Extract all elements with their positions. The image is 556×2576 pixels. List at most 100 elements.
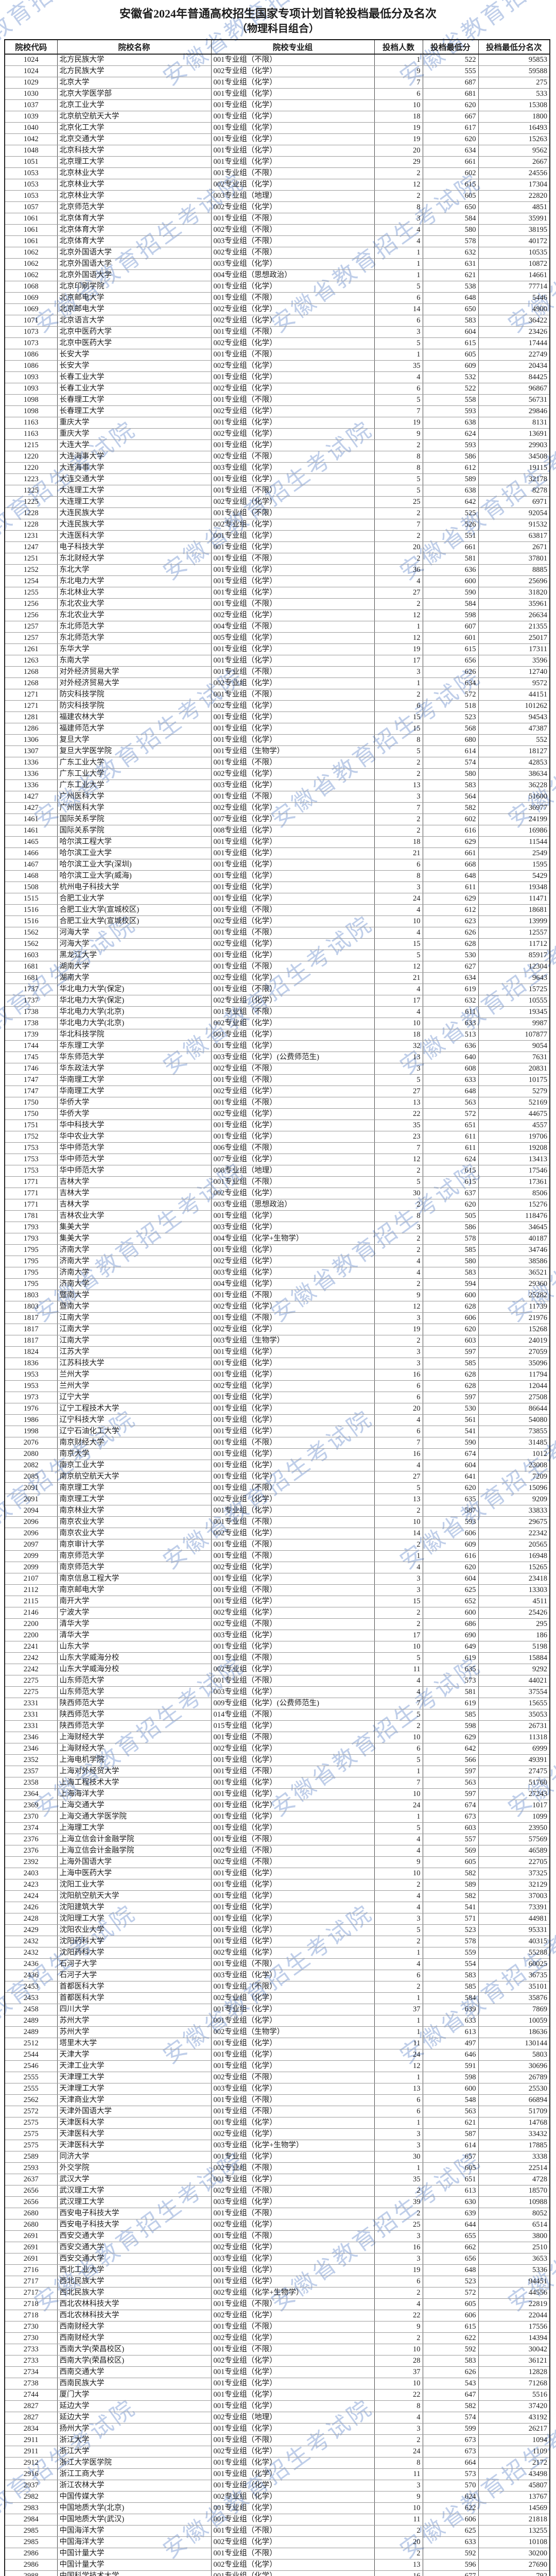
table-row: 1062 北京外国语大学 004专业组（思想政治） 1 621 14661 xyxy=(4,269,550,281)
cell-major-group: 002专业组（化学） xyxy=(211,2491,375,2503)
cell-college-name: 上海财经大学 xyxy=(57,1743,212,1755)
cell-college-code: 1998 xyxy=(4,1426,58,1437)
table-row: 1738 华北电力大学(北京) 001专业组（不限） 4 611 19345 xyxy=(4,1006,550,1018)
cell-min-score-rank: 17444 xyxy=(478,337,550,349)
table-row: 2369 上海交通大学 001专业组（化学） 24 674 1017 xyxy=(4,1800,550,1811)
cell-college-name: 南京理工大学 xyxy=(57,1482,212,1494)
cell-min-score: 680 xyxy=(422,734,479,746)
cell-min-score: 648 xyxy=(422,870,479,882)
cell-admitted-count: 5 xyxy=(374,1652,423,1664)
table-row: 2432 沈阳药科大学 002专业组（化学） 1 559 55288 xyxy=(4,1947,550,1959)
cell-min-score-rank: 36422 xyxy=(478,315,550,327)
cell-min-score: 638 xyxy=(422,417,479,429)
cell-min-score-rank: 9292 xyxy=(478,1664,550,1675)
cell-min-score-rank: 5336 xyxy=(478,2264,550,2276)
cell-college-code: 1051 xyxy=(4,156,58,168)
cell-college-name: 华侨大学 xyxy=(57,1097,212,1109)
cell-min-score: 572 xyxy=(422,2287,479,2299)
cell-college-code: 2575 xyxy=(4,2140,58,2151)
cell-college-code: 2458 xyxy=(4,2004,58,2015)
cell-college-code: 1251 xyxy=(4,553,58,565)
cell-min-score-rank: 30696 xyxy=(478,2060,550,2072)
cell-major-group: 002专业组（化学） xyxy=(211,1256,375,1267)
cell-min-score-rank: 22819 xyxy=(478,2298,550,2310)
cell-college-name: 华南理工大学 xyxy=(57,1086,212,1097)
table-row: 1281 福建农林大学 001专业组（化学） 15 523 94543 xyxy=(4,711,550,723)
cell-major-group: 001专业组（化学） xyxy=(211,1392,375,1403)
table-row: 1228 大连民族大学 002专业组（化学） 7 526 91532 xyxy=(4,519,550,531)
cell-min-score: 628 xyxy=(422,1380,479,1392)
cell-min-score: 603 xyxy=(422,1335,479,1347)
cell-min-score: 582 xyxy=(422,1890,479,1902)
cell-min-score: 611 xyxy=(422,1131,479,1143)
cell-college-name: 长安大学 xyxy=(57,349,212,361)
cell-min-score: 609 xyxy=(422,1539,479,1551)
table-row: 1752 华中农业大学 001专业组（化学） 23 611 19706 xyxy=(4,1131,550,1143)
cell-college-code: 2200 xyxy=(4,1630,58,1641)
cell-college-code: 1271 xyxy=(4,689,58,701)
cell-admitted-count: 4 xyxy=(374,1256,423,1267)
cell-admitted-count: 4 xyxy=(374,1675,423,1687)
cell-min-score-rank: 18681 xyxy=(478,904,550,916)
cell-admitted-count: 4 xyxy=(374,2412,423,2424)
cell-min-score-rank: 24556 xyxy=(478,167,550,179)
cell-college-code: 2986 xyxy=(4,2548,58,2560)
cell-major-group: 002专业组（化学） xyxy=(211,995,375,1007)
cell-college-code: 2346 xyxy=(4,1743,58,1755)
table-row: 1795 济南大学 001专业组（化学） 2 585 34746 xyxy=(4,1244,550,1256)
cell-min-score-rank: 15884 xyxy=(478,1652,550,1664)
cell-college-code: 2593 xyxy=(4,2162,58,2174)
cell-admitted-count: 7 xyxy=(374,1437,423,1449)
table-row: 1508 杭州电子科技大学 001专业组（化学） 3 611 19348 xyxy=(4,882,550,893)
cell-college-code: 2572 xyxy=(4,2106,58,2117)
table-row: 1029 北京大学 001专业组（化学） 7 687 275 xyxy=(4,77,550,89)
cell-admitted-count: 4 xyxy=(374,1845,423,1857)
cell-college-name: 浙江大学 xyxy=(57,2434,212,2446)
cell-college-code: 2352 xyxy=(4,1754,58,1766)
cell-college-code: 1053 xyxy=(4,190,58,202)
cell-major-group: 001专业组（不限） xyxy=(211,1097,375,1109)
cell-college-name: 对外经济贸易大学 xyxy=(57,677,212,689)
table-row: 1086 长安大学 002专业组（化学） 35 609 20434 xyxy=(4,360,550,372)
cell-college-code: 2200 xyxy=(4,1618,58,1630)
cell-min-score-rank: 8131 xyxy=(478,417,550,429)
cell-college-code: 1228 xyxy=(4,519,58,531)
cell-admitted-count: 4 xyxy=(374,1006,423,1018)
cell-min-score: 583 xyxy=(422,1970,479,1981)
cell-admitted-count: 2 xyxy=(374,2434,423,2446)
cell-major-group: 002专业组（化学） xyxy=(211,938,375,950)
cell-college-name: 华北科技学院 xyxy=(57,1029,212,1041)
cell-college-code: 2097 xyxy=(4,1539,58,1551)
cell-major-group: 002专业组（不限） xyxy=(211,1845,375,1857)
cell-min-score: 636 xyxy=(422,1040,479,1052)
cell-major-group: 002专业组（化学） xyxy=(211,2242,375,2253)
cell-admitted-count: 6 xyxy=(374,1380,423,1392)
table-row: 1750 华侨大学 001专业组（不限） 13 563 52169 xyxy=(4,1097,550,1109)
table-row: 2512 塔里木大学 001专业组（化学） 11 497 130144 xyxy=(4,2038,550,2049)
table-row: 1061 北京体育大学 001专业组（不限） 3 584 35991 xyxy=(4,213,550,225)
table-row: 1746 华东政法大学 002专业组（不限） 3 608 20831 xyxy=(4,1063,550,1075)
cell-college-code: 1793 xyxy=(4,1233,58,1245)
cell-min-score: 589 xyxy=(422,473,479,485)
table-row: 2453 首都医科大学 002专业组（化学） 1 584 35876 xyxy=(4,1992,550,2004)
table-row: 2734 西南交通大学 001专业组（化学） 37 626 12828 xyxy=(4,2366,550,2378)
cell-min-score-rank: 16986 xyxy=(478,825,550,837)
cell-min-score-rank: 19706 xyxy=(478,1131,550,1143)
table-row: 1466 哈尔滨工业大学 001专业组（化学） 21 661 2549 xyxy=(4,848,550,859)
cell-admitted-count: 2 xyxy=(374,598,423,610)
cell-admitted-count: 2 xyxy=(374,814,423,825)
cell-admitted-count: 4 xyxy=(374,1562,423,1573)
cell-major-group: 002专业组（化学） xyxy=(211,405,375,417)
cell-admitted-count: 32 xyxy=(374,1040,423,1052)
table-row: 1824 江苏大学 001专业组（化学） 3 597 27059 xyxy=(4,1346,550,1358)
cell-min-score-rank: 27243 xyxy=(478,1788,550,1800)
table-row: 1225 大连理工大学 002专业组（化学） 25 642 6971 xyxy=(4,496,550,508)
cell-college-code: 2489 xyxy=(4,2026,58,2038)
cell-major-group: 001专业组（不限） xyxy=(211,757,375,769)
cell-college-code: 1746 xyxy=(4,1063,58,1075)
cell-major-group: 002专业组（化学） xyxy=(211,303,375,315)
cell-major-group: 001专业组（化学） xyxy=(211,2378,375,2389)
cell-college-code: 2937 xyxy=(4,2480,58,2492)
cell-major-group: 001专业组（不限） xyxy=(211,213,375,225)
cell-min-score-rank: 27475 xyxy=(478,1766,550,1777)
